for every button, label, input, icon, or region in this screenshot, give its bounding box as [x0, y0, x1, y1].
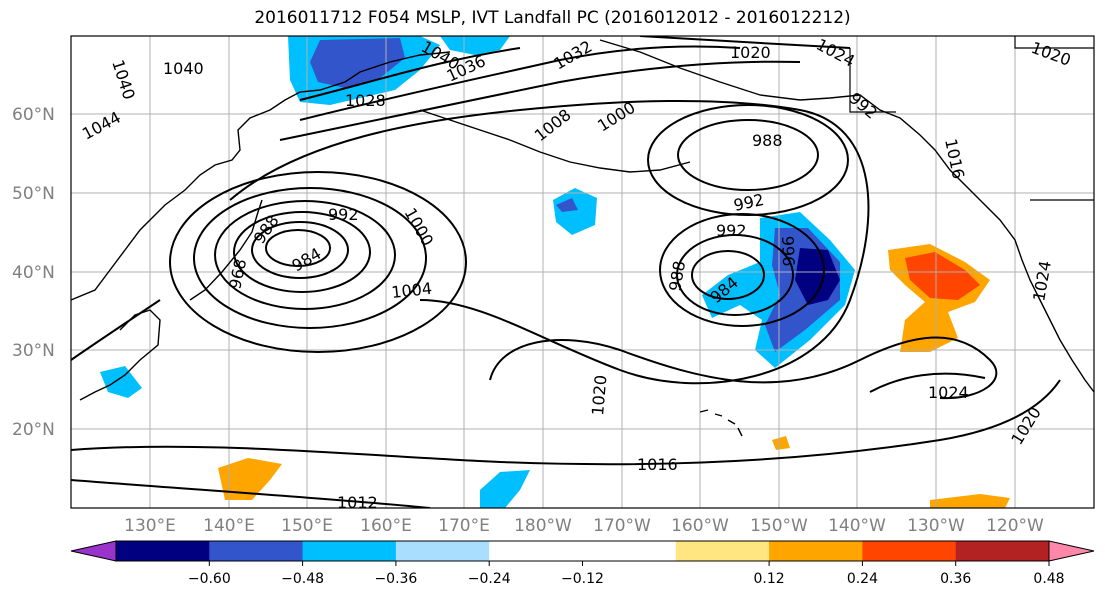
contour-label: 1012 — [337, 493, 378, 512]
lat-label: 30°N — [12, 341, 55, 361]
negative-ivt-core-northeast-pacific — [795, 248, 840, 305]
positive-ivt-spot-subtropical — [218, 458, 282, 500]
contour-label: 1016 — [637, 455, 678, 474]
colorbar-cell — [116, 541, 210, 561]
colorbar-cell — [209, 541, 304, 561]
positive-ivt-core-west-coast — [905, 252, 980, 300]
lon-label: 170°E — [438, 516, 490, 536]
isobar-1000-west-low — [193, 187, 427, 329]
colorbar-tick-label: −0.60 — [188, 571, 231, 587]
colorbar-extend-high — [1048, 540, 1095, 562]
lon-label: 120°W — [986, 516, 1044, 536]
colorbar: −0.60 −0.48 −0.36 −0.24 −0.12 0.12 0.24 0.36 0.4… — [70, 540, 1095, 587]
isobar-988-gulf-low — [677, 119, 819, 191]
negative-ivt-core-kamchatka — [310, 38, 405, 88]
colorbar-cell — [675, 541, 770, 561]
positive-ivt-spot-hawaii — [772, 436, 790, 450]
isobar-1020-center — [489, 336, 998, 400]
lon-label: 160°E — [360, 516, 412, 536]
inset-frame-lines — [849, 36, 1094, 201]
lon-label: 170°W — [593, 516, 651, 536]
isobar-1020-west — [71, 299, 161, 361]
colorbar-cells — [70, 540, 1095, 562]
negative-ivt-spot-midpacific — [553, 188, 597, 235]
lon-label: 140°W — [828, 516, 886, 536]
positive-ivt-spot-south-east — [930, 494, 1010, 508]
colorbar-tick-label: 0.12 — [754, 571, 785, 587]
isobar-1008-north-loop — [229, 99, 870, 385]
latitude-axis: 60°N 50°N 40°N 30°N 20°N — [12, 105, 55, 440]
colorbar-cell — [395, 541, 490, 561]
coastline-asia — [71, 51, 451, 301]
colorbar-tick-label: 0.36 — [940, 571, 971, 587]
isobar-1016-south — [71, 379, 1061, 466]
map-frame — [70, 35, 1095, 509]
isobar-1004-west-low — [169, 171, 467, 353]
chart-title: 2016011712 F054 MSLP, IVT Landfall PC (2… — [254, 8, 851, 28]
negative-ivt-spot-south — [480, 470, 530, 508]
colorbar-tick-label: 0.48 — [1033, 571, 1064, 587]
contour-label: 1020 — [588, 374, 610, 416]
lat-label: 20°N — [12, 420, 55, 440]
isobar-996-west-low — [214, 200, 396, 310]
isobars — [71, 36, 1061, 508]
colorbar-cell — [582, 541, 677, 561]
lat-label: 50°N — [12, 184, 55, 204]
lon-label: 150°W — [750, 516, 808, 536]
colorbar-tick-label: −0.36 — [374, 571, 417, 587]
contour-label: 992 — [328, 205, 359, 224]
colorbar-tick-label: −0.48 — [281, 571, 324, 587]
gridlines — [71, 36, 1094, 508]
isobar-988-west-low — [251, 221, 349, 279]
lat-label: 40°N — [12, 263, 55, 283]
isobar-1024-pacific-high — [869, 372, 986, 393]
isobar-984-west-low — [265, 229, 331, 267]
colorbar-tick-label: 0.24 — [847, 571, 878, 587]
coastlines — [71, 39, 1094, 437]
lon-label: 180°W — [514, 516, 572, 536]
colorbar-tick-label: −0.24 — [468, 571, 511, 587]
negative-ivt-core-midpacific — [556, 198, 578, 212]
coastline-hawaii — [699, 409, 743, 437]
colorbar-cell — [955, 541, 1050, 561]
isobar-1020-north-edge — [639, 36, 851, 49]
contour-label: 1004 — [390, 279, 432, 302]
contour-label: 1024 — [928, 383, 969, 402]
longitude-axis: 130°E 140°E 150°E 160°E 170°E 180°W 170°… — [124, 516, 1044, 536]
negative-ivt-spot-japan-south — [100, 366, 142, 398]
isobar-1036-north — [299, 47, 521, 101]
colorbar-tick-label: −0.12 — [561, 571, 604, 587]
isobar-1032-north — [299, 45, 741, 121]
contour-label: 992 — [716, 221, 747, 240]
isobar-992-west-low — [233, 211, 371, 293]
colorbar-ticks: −0.60 −0.48 −0.36 −0.24 −0.12 0.12 0.24 0.36 0.4… — [188, 561, 1065, 587]
coastline-japan — [189, 199, 263, 301]
colorbar-cell — [862, 541, 957, 561]
coastline-alaska — [599, 39, 1094, 393]
lat-label: 60°N — [12, 105, 55, 125]
lon-label: 140°E — [203, 516, 255, 536]
lon-label: 130°E — [124, 516, 176, 536]
isobar-1028-north — [279, 60, 801, 141]
inset-frame — [849, 36, 1094, 201]
lon-label: 160°W — [671, 516, 729, 536]
lon-label: 130°W — [907, 516, 965, 536]
coastline-aleutians — [419, 109, 691, 173]
colorbar-cell — [769, 541, 863, 561]
lon-label: 150°E — [281, 516, 333, 536]
contour-label: 1020 — [730, 43, 771, 62]
colorbar-cell — [302, 541, 397, 561]
contour-label: 1028 — [345, 91, 386, 110]
contour-label: 996 — [778, 235, 798, 266]
contour-label: 1040 — [163, 59, 204, 78]
isobar-988-east-low — [676, 234, 794, 316]
isobar-1012-far-south — [71, 479, 431, 508]
negative-ivt-region-alaska-west — [440, 36, 510, 55]
isobar-992-gulf-low — [647, 104, 849, 216]
colorbar-cell — [489, 541, 583, 561]
isobar-984-east-low — [691, 250, 765, 300]
colorbar-extend-low — [70, 540, 117, 562]
contour-label: 988 — [752, 131, 783, 150]
